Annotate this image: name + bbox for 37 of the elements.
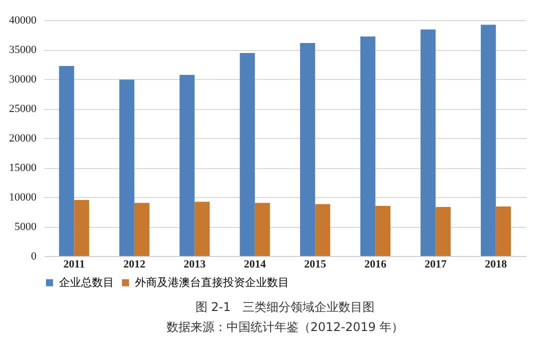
bar [254,202,270,256]
bar [180,74,195,256]
x-tick-label: 2015 [304,258,327,270]
y-tick-label: 0 [31,250,37,262]
x-tick-label: 2016 [364,258,387,270]
legend-label: 外商及港澳台直接投资企业数目 [135,276,289,289]
y-tick-label: 5000 [14,221,37,233]
text: 图 2-1 三类细分领域企业数目图 [195,300,375,314]
bar [240,53,255,256]
bar [375,206,390,256]
bar [194,202,210,256]
bar [119,80,134,256]
bar [74,200,90,256]
x-tick-label: 2012 [123,258,146,270]
y-tick-label: 20000 [9,132,37,144]
bar [134,202,150,256]
x-tick-label: 2017 [424,258,448,270]
bar [315,204,330,256]
source-note: 数据来源：中国统计年鉴（2012-2019 年） [166,320,404,334]
x-tick-label: 2018 [484,258,508,270]
bar [420,29,436,256]
bar [360,36,376,256]
bar [59,66,74,256]
bar [480,24,496,256]
y-tick-label: 40000 [9,14,37,26]
bar [496,206,511,256]
x-tick-label: 2013 [184,258,206,270]
x-tick-label: 2011 [63,258,85,270]
legend-label: 企业总数目 [59,276,114,289]
bar [300,43,316,256]
x-tick-label: 2014 [244,258,266,270]
y-tick-label: 35000 [9,44,37,56]
y-tick-label: 25000 [9,103,37,115]
y-tick-label: 10000 [9,192,37,204]
y-tick-label: 15000 [9,162,37,174]
bar [436,207,451,256]
y-tick-label: 30000 [9,74,37,86]
